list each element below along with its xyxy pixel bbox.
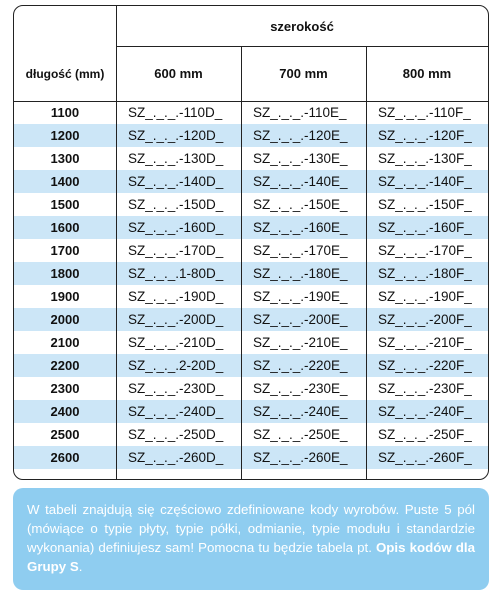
group-header: szerokość [270,18,334,34]
row-band [14,216,488,239]
length-cell: 1200 [50,128,80,143]
column-rule [366,46,367,479]
code-cell: SZ_._._.-200F_ [378,312,472,327]
length-cell: 1800 [50,266,80,281]
rule [14,101,488,102]
code-cell: SZ_._._.-230F_ [378,381,472,396]
length-cell: 1300 [50,151,80,166]
length-cell: 1500 [50,197,80,212]
code-cell: SZ_._._.-140D_ [128,174,224,189]
code-cell: SZ_._._.-200E_ [253,312,348,327]
code-cell: SZ_._._.-210F_ [378,335,472,350]
code-cell: SZ_._._.-250D_ [128,427,224,442]
code-cell: SZ_._._.2-20D_ [128,358,224,373]
code-cell: SZ_._._.-120D_ [128,128,224,143]
code-cell: SZ_._._.-190E_ [253,289,348,304]
column-rule [116,6,117,479]
code-cell: SZ_._._.-110D_ [128,105,223,120]
code-cell: SZ_._._.-140F_ [378,174,472,189]
length-cell: 2300 [50,381,80,396]
length-cell: 1600 [50,220,80,235]
code-cell: SZ_._._.-260F_ [378,450,472,465]
code-cell: SZ_._._.-260E_ [253,450,348,465]
code-cell: SZ_._._.-160E_ [253,220,348,235]
length-cell: 2000 [50,312,80,327]
length-cell: 1900 [50,289,80,304]
code-cell: SZ_._._.-230E_ [253,381,348,396]
code-cell: SZ_._._.-220F_ [378,358,472,373]
code-cell: SZ_._._.-120E_ [253,128,348,143]
column-rule [241,46,242,479]
row-band [14,400,488,423]
code-cell: SZ_._._.-240D_ [128,404,224,419]
column-header: 800 mm [402,66,452,81]
code-cell: SZ_._._.-240F_ [378,404,472,419]
row-band [14,446,488,469]
note-box: W tabeli znajdują się częściowo zdefinio… [13,488,489,590]
code-table: szerokość długość (mm) 600 mm 700 mm 800 mm 1… [13,5,489,480]
code-cell: SZ_._._.-130E_ [253,151,348,166]
length-cell: 2100 [50,335,80,350]
length-cell: 2200 [50,358,80,373]
note-text: W tabeli znajdują się częściowo zdefinio… [27,502,475,555]
length-cell: 1700 [50,243,80,258]
code-cell: SZ_._._.-150D_ [128,197,224,212]
code-cell: SZ_._._.-150F_ [378,197,472,212]
code-cell: SZ_._._.-230D_ [128,381,224,396]
note-link: Opis kodów dla Grupy S [27,540,475,574]
length-cell: 2500 [50,427,80,442]
code-cell: SZ_._._.1-80D_ [128,266,224,281]
code-cell: SZ_._._.-260D_ [128,450,224,465]
note-end: . [78,559,83,574]
code-cell: SZ_._._.-210E_ [253,335,348,350]
code-cell: SZ_._._.-110E_ [253,105,347,120]
code-cell: SZ_._._.-130F_ [378,151,472,166]
rule [116,46,488,47]
column-header: 600 mm [154,66,203,81]
code-cell: SZ_._._.-180E_ [253,266,348,281]
code-cell: SZ_._._.-210D_ [128,335,224,350]
code-cell: SZ_._._.-170D_ [128,243,224,258]
code-cell: SZ_._._.-190F_ [378,289,472,304]
row-band [14,262,488,285]
code-cell: SZ_._._.-220E_ [253,358,348,373]
row-band [14,308,488,331]
code-cell: SZ_._._.-150E_ [253,197,348,212]
row-band [14,124,488,147]
code-cell: SZ_._._.-170F_ [378,243,472,258]
code-cell: SZ_._._.-250E_ [253,427,348,442]
code-cell: SZ_._._.-200D_ [128,312,224,327]
code-cell: SZ_._._.-110F_ [378,105,471,120]
code-cell: SZ_._._.-190D_ [128,289,224,304]
column-header: długość (mm) [25,66,105,81]
code-cell: SZ_._._.-130D_ [128,151,224,166]
row-band [14,354,488,377]
code-cell: SZ_._._.-160F_ [378,220,472,235]
length-cell: 2600 [50,450,80,465]
column-header: 700 mm [279,66,328,81]
row-band [14,170,488,193]
code-cell: SZ_._._.-240E_ [253,404,348,419]
code-cell: SZ_._._.-250F_ [378,427,472,442]
length-cell: 1100 [50,105,80,120]
code-cell: SZ_._._.-120F_ [378,128,472,143]
code-cell: SZ_._._.-160D_ [128,220,224,235]
code-cell: SZ_._._.-140E_ [253,174,348,189]
length-cell: 2400 [50,404,80,419]
length-cell: 1400 [50,174,80,189]
code-cell: SZ_._._.-180F_ [378,266,472,281]
code-cell: SZ_._._.-170E_ [253,243,348,258]
